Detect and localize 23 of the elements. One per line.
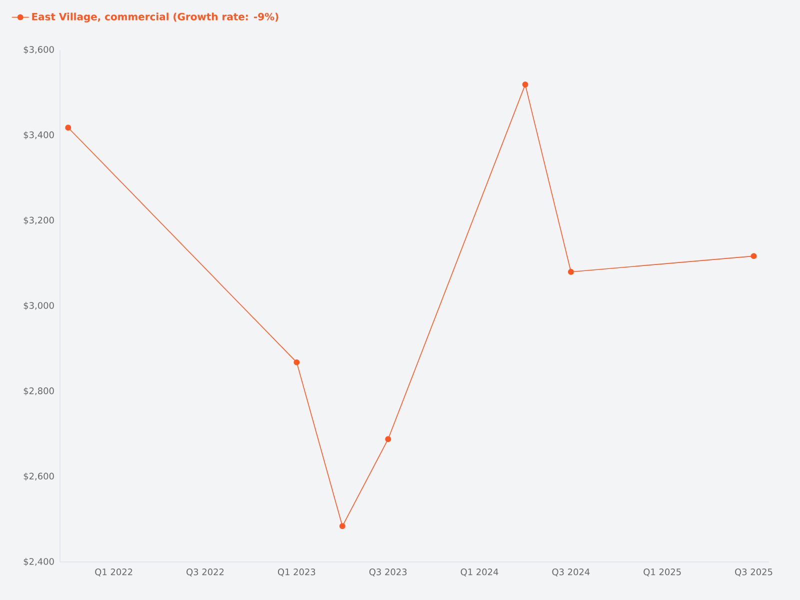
- point: [294, 359, 300, 366]
- point: [65, 124, 72, 131]
- x-tick-label: Q3 2022: [186, 568, 224, 576]
- y-tick-label: $3,400: [24, 131, 54, 140]
- y-tick-label: $2,800: [24, 387, 54, 396]
- y-tick-label: $3,600: [24, 46, 54, 54]
- point: [339, 523, 346, 530]
- x-tick-label: Q3 2024: [552, 568, 590, 576]
- x-tick-label: Q1 2024: [460, 568, 498, 576]
- x-tick-label: Q1 2025: [644, 568, 681, 576]
- x-tick-label: Q1 2023: [278, 568, 316, 576]
- y-tick-label: $3,200: [24, 216, 54, 225]
- y-tick-label: $2,600: [24, 472, 54, 481]
- point: [568, 268, 574, 275]
- legend-label: East Village, commercial (Growth rate: -9%): [32, 12, 278, 22]
- y-tick-label: $3,000: [24, 302, 54, 310]
- x-tick-label: Q3 2023: [369, 568, 407, 576]
- x-tick-label: Q1 2022: [95, 568, 132, 576]
- x-tick-label: Q3 2025: [735, 568, 772, 576]
- point: [522, 82, 528, 88]
- y-tick-label: $2,400: [24, 558, 54, 566]
- point: [750, 253, 757, 260]
- point: [385, 436, 392, 442]
